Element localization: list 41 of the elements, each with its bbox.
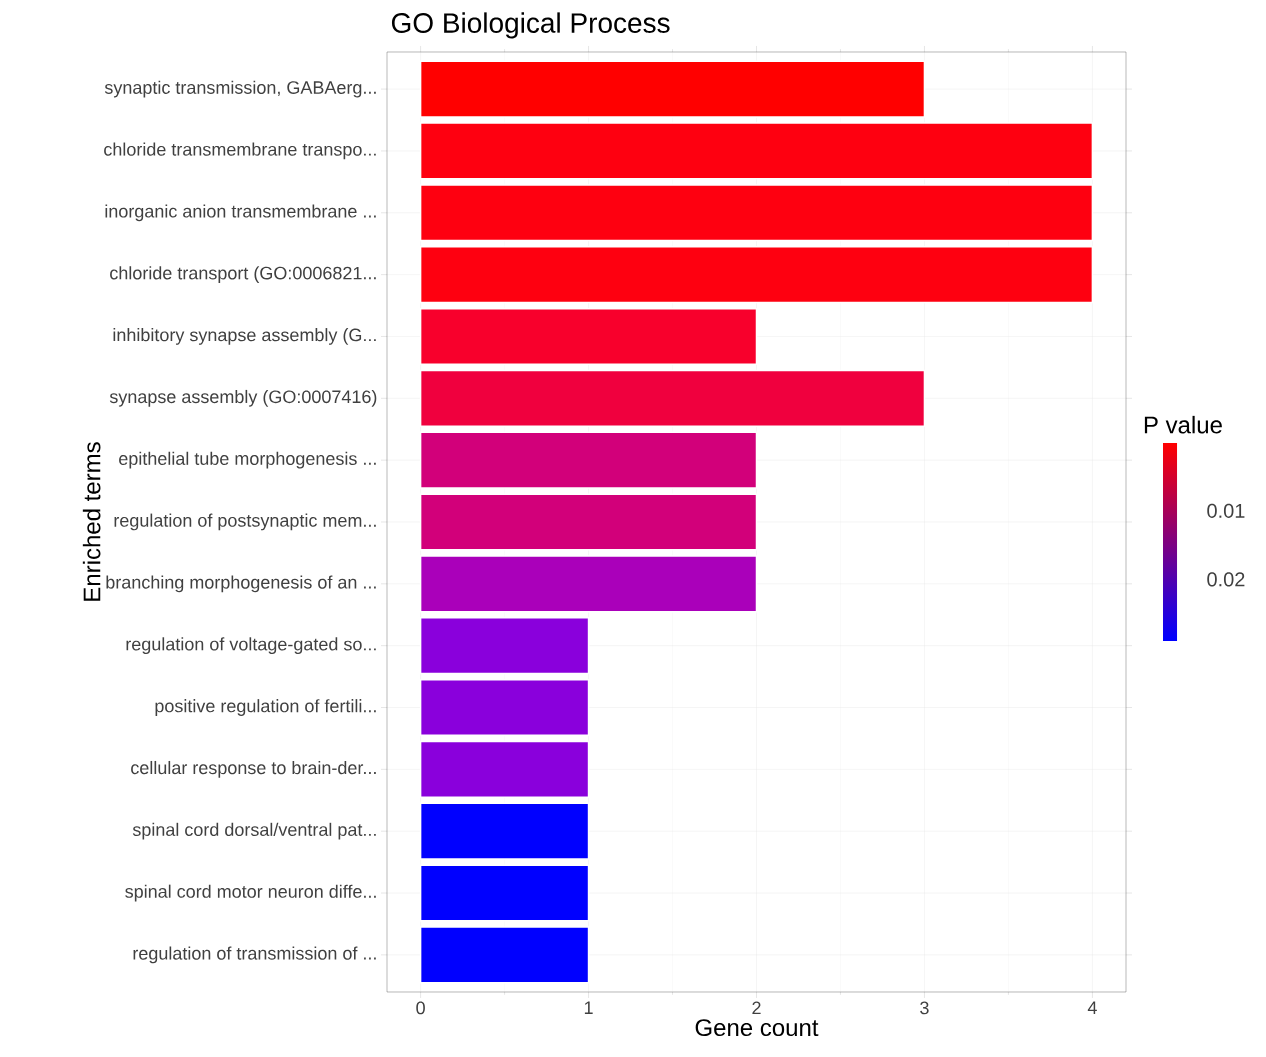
x-tick-label: 2 [752,1001,761,1015]
y-tick-label: regulation of postsynaptic mem... [114,513,376,531]
bar [419,369,926,427]
chart-title: GO Biological Process [391,12,670,39]
color-bar-label: 0.01 [1207,503,1245,518]
y-tick-label: inhibitory synapse assembly (G... [113,328,376,345]
bar [419,60,926,118]
y-tick-label: chloride transport (GO:0006821... [110,266,376,283]
bar [419,246,1094,304]
x-axis-title: Gene count [695,1019,819,1037]
bar [419,926,590,984]
bar [419,555,758,613]
y-tick-label: epithelial tube morphogenesis ... [119,451,376,469]
x-tick-label: 3 [920,1001,929,1015]
bar [419,678,590,737]
y-tick-label: synapse assembly (GO:0007416) [109,389,377,407]
y-tick-label: synaptic transmission, GABAerg... [104,80,376,98]
bar [419,493,758,551]
color-bar-title: P value [1144,415,1222,434]
x-tick-label: 0 [416,1001,425,1015]
y-tick-label: positive regulation of fertili... [155,699,376,716]
y-tick-label: chloride transmembrane transpo... [104,142,376,160]
bar [419,617,590,675]
y-tick-label: regulation of voltage-gated so... [126,637,376,655]
bar [419,122,1094,180]
y-axis-title: Enriched terms [82,442,101,601]
bar [419,431,758,489]
bar [419,307,758,366]
bar [419,184,1094,242]
y-tick-label: spinal cord dorsal/ventral pat... [132,822,376,840]
color-bar-label: 0.02 [1207,572,1245,587]
bar [419,740,590,798]
x-tick-label: 1 [584,1001,593,1014]
bar [419,802,590,860]
x-tick-label: 4 [1087,1001,1097,1014]
y-tick-label: branching morphogenesis of an ... [106,575,376,593]
y-tick-label: cellular response to brain-der... [131,760,376,778]
y-tick-label: inorganic anion transmembrane ... [105,204,376,222]
bar [419,864,590,922]
y-tick-label: spinal cord motor neuron diffe... [125,884,376,902]
y-tick-label: regulation of transmission of ... [133,946,376,964]
